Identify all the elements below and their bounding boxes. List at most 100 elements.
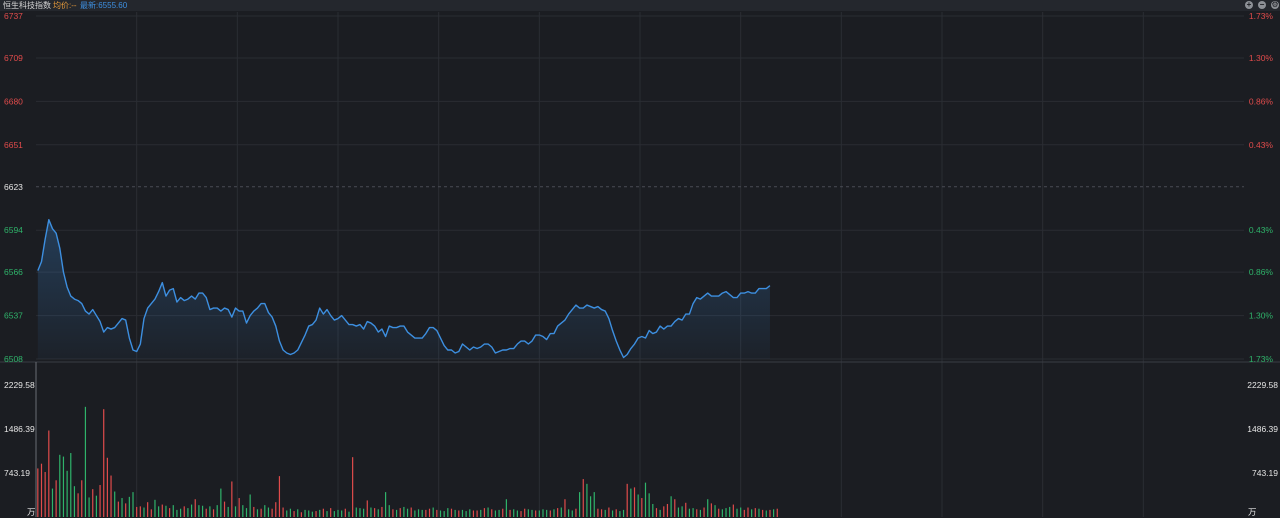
volume-bar	[55, 480, 57, 517]
volume-bar	[417, 509, 420, 517]
volume-bar	[421, 509, 423, 517]
volume-bar	[579, 492, 581, 517]
volume-bar	[535, 510, 537, 517]
volume-bar	[179, 508, 182, 517]
volume-bar	[696, 509, 698, 517]
volume-bar	[710, 503, 712, 517]
volume-bar	[187, 508, 189, 517]
volume-bar	[652, 503, 654, 517]
volume-bar	[436, 509, 438, 517]
volume-bar	[454, 509, 456, 517]
volume-bar	[59, 454, 61, 517]
zoom-in-icon[interactable]: +	[1245, 0, 1253, 9]
volume-bar	[132, 492, 134, 517]
volume-bar	[571, 510, 573, 517]
volume-bar	[125, 503, 127, 517]
volume-bar	[103, 409, 105, 517]
volume-bar	[249, 494, 251, 517]
volume-bar	[216, 505, 218, 517]
volume-bar	[699, 509, 701, 517]
percent-tick-label: 0.86%	[1249, 96, 1274, 106]
volume-bar	[311, 511, 313, 517]
volume-bar	[348, 511, 350, 517]
volume-bar	[604, 509, 606, 517]
volume-bar	[84, 406, 87, 517]
volume-bar	[425, 509, 427, 517]
volume-bar	[147, 502, 149, 517]
volume-bar	[201, 505, 204, 517]
volume-bar	[66, 470, 68, 517]
volume-bar	[150, 509, 152, 517]
volume-bar	[461, 509, 464, 517]
volume-bar	[220, 488, 222, 517]
volume-bar	[176, 509, 178, 517]
volume-bar	[531, 509, 533, 517]
volume-bar	[341, 510, 343, 517]
settings-icon[interactable]: ⚙	[1271, 0, 1279, 9]
volume-bar	[253, 506, 255, 517]
axis-labels: 6737 1.73% 6709 1.30% 6680 0.86% 6651 0.43% 6623…	[4, 11, 1278, 517]
volume-bar	[553, 509, 555, 517]
volume-bar	[205, 508, 207, 517]
volume-bar	[762, 509, 764, 517]
volume-bar	[703, 507, 705, 517]
volume-bar	[729, 506, 731, 517]
volume-bar	[524, 508, 526, 517]
volume-bar	[37, 468, 39, 517]
volume-bar	[505, 499, 507, 517]
volume-bar	[183, 506, 185, 517]
volume-bar	[256, 509, 259, 517]
volume-bar	[275, 502, 277, 517]
volume-bar	[751, 509, 753, 517]
volume-bar	[615, 509, 617, 517]
volume-bar	[538, 510, 540, 517]
volume-bar	[758, 508, 760, 517]
volume-bar	[626, 483, 628, 517]
volume-bar	[560, 507, 562, 517]
volume-bar	[659, 509, 661, 517]
volume-bar	[88, 497, 90, 517]
volume-bar	[106, 457, 108, 517]
price-tick-label: 6709	[4, 53, 23, 63]
volume-bar	[644, 482, 647, 517]
volume-tick-label: 743.19	[4, 468, 30, 478]
volume-bar	[743, 509, 745, 517]
volume-bar	[406, 508, 409, 517]
volume-bar	[564, 499, 566, 517]
volume-bar	[245, 508, 248, 517]
volume-bar	[70, 453, 72, 517]
price-tick-label: 6508	[4, 354, 23, 364]
volume-bar	[718, 508, 720, 517]
volume-unit-label: 万	[27, 507, 36, 517]
volume-bar	[608, 507, 610, 517]
volume-bar	[260, 508, 262, 517]
volume-bar	[765, 510, 767, 517]
volume-bar	[502, 508, 504, 517]
volume-bar	[271, 508, 273, 517]
price-tick-label: 6566	[4, 267, 23, 277]
volume-bar	[44, 471, 46, 517]
price-area	[37, 219, 771, 359]
volume-bar	[568, 509, 570, 517]
volume-bar	[40, 463, 43, 517]
percent-tick-label: 1.73%	[1249, 354, 1274, 364]
volume-bar	[655, 508, 658, 517]
volume-bar	[740, 507, 742, 517]
volume-tick-label-right: 1486.39	[1247, 424, 1278, 434]
volume-bar	[143, 507, 145, 517]
volume-bar	[586, 483, 588, 517]
volume-bar	[443, 511, 445, 517]
volume-bar	[384, 492, 387, 517]
volume-tick-label-right: 743.19	[1252, 468, 1278, 478]
volume-bar	[308, 510, 310, 517]
volume-bar	[633, 487, 636, 517]
volume-bar	[447, 508, 449, 517]
zoom-out-icon[interactable]: −	[1258, 0, 1266, 9]
volume-bar	[721, 509, 723, 517]
volume-bar	[366, 500, 368, 517]
volume-bar	[714, 505, 716, 517]
volume-bar	[154, 499, 156, 517]
volume-bar	[333, 511, 335, 517]
volume-bar	[483, 508, 486, 517]
